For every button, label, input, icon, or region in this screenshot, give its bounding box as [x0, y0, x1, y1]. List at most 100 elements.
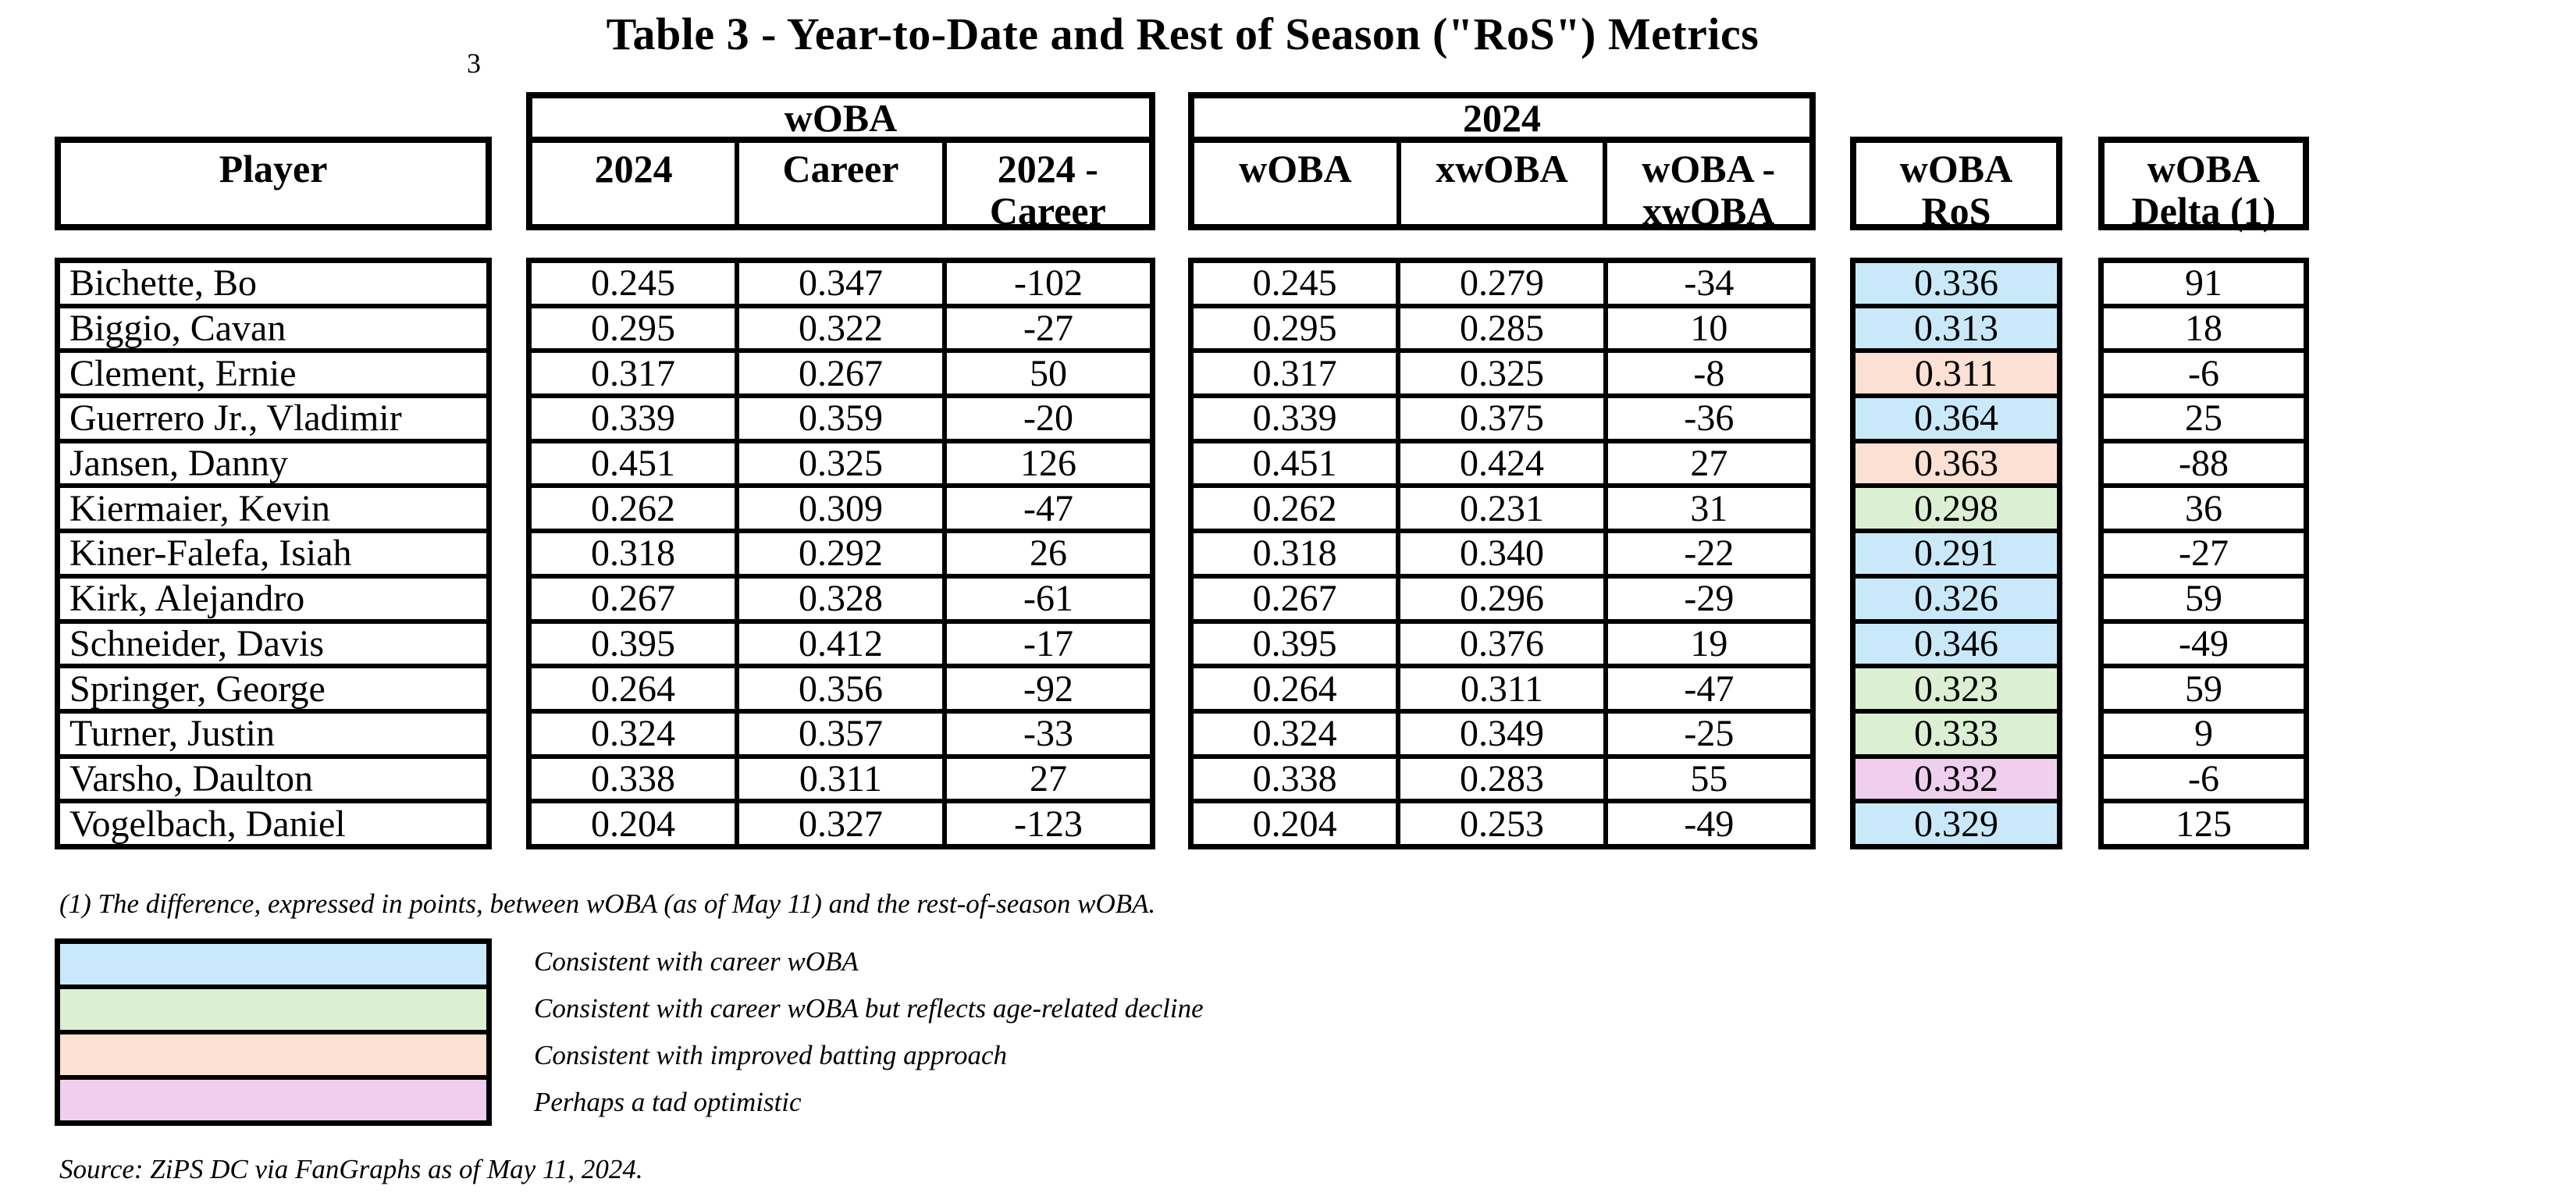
- woba-delta-cell: -6: [2188, 757, 2219, 799]
- woba-minus-xwoba-cell: 31: [1603, 488, 1810, 529]
- table-row: Varsho, Daulton: [60, 753, 486, 799]
- woba-career-cell: 0.356: [735, 668, 942, 710]
- table-row: 0.324 0.357 -33: [532, 708, 1150, 754]
- table-row: 0.264 0.311 -47: [1194, 664, 1810, 710]
- column-header-2024-woba-minus-xwoba: wOBA - xwOBA: [1603, 143, 1809, 232]
- woba-minus-xwoba-cell: -29: [1603, 578, 1810, 619]
- source-note: Source: ZiPS DC via FanGraphs as of May …: [59, 1154, 643, 1184]
- woba-2024-minus-career-cell: -61: [942, 578, 1150, 619]
- table-row: 0.313: [1856, 303, 2057, 349]
- woba-2024-cell: 0.264: [591, 668, 675, 710]
- table-row: 0.295 0.285 10: [1194, 303, 1810, 349]
- player-cell: Kiner-Falefa, Isiah: [69, 532, 352, 575]
- woba-career-cell: 0.322: [735, 308, 942, 349]
- woba-delta-cell: -6: [2188, 352, 2219, 394]
- group-header-woba: wOBA: [526, 92, 1155, 140]
- woba-minus-xwoba-cell: -34: [1603, 262, 1810, 304]
- table-row: 0.451 0.325 126: [532, 438, 1150, 485]
- table-row: 0.338 0.283 55: [1194, 753, 1810, 799]
- woba-2024-minus-career-cell: -33: [942, 713, 1150, 754]
- woba-2024-minus-career-cell: -27: [942, 308, 1150, 349]
- woba-ros-cell: 0.364: [1856, 397, 2057, 439]
- cur-woba-cell: 0.451: [1252, 443, 1337, 485]
- legend-swatches: [55, 938, 492, 1126]
- woba-delta-cell: -88: [2179, 443, 2229, 485]
- woba-ros-cell: 0.313: [1856, 308, 2057, 349]
- woba-career-cell: 0.328: [735, 578, 942, 619]
- woba-ros-cell: 0.336: [1856, 262, 2057, 304]
- cur-woba-cell: 0.267: [1252, 578, 1337, 620]
- table-row: Kirk, Alejandro: [60, 573, 486, 619]
- table-row: 0.326: [1856, 573, 2057, 619]
- woba-ros-cell: 0.333: [1856, 713, 2057, 754]
- legend-label: Consistent with career wOBA: [534, 946, 859, 977]
- woba-career-cell: 0.359: [735, 397, 942, 439]
- woba-minus-xwoba-cell: -47: [1603, 668, 1810, 710]
- table-row: 125: [2104, 799, 2304, 845]
- legend-swatch-blue: [60, 944, 486, 985]
- woba-2024-cell: 0.245: [591, 262, 675, 304]
- table-row: Jansen, Danny: [60, 438, 486, 484]
- column-header-woba-delta: wOBA Delta (1): [2131, 147, 2276, 233]
- table-row: Kiermaier, Kevin: [60, 483, 486, 529]
- table-row: 0.245 0.347 -102: [532, 262, 1150, 304]
- table-row: 0.332: [1856, 753, 2057, 799]
- table-row: 0.338 0.311 27: [532, 753, 1150, 799]
- body-2024-group: 0.245 0.279 -34 0.295 0.285 10 0.317 0.325 -8 0.3…: [1188, 258, 1816, 849]
- woba-2024-cell: 0.204: [591, 803, 675, 845]
- woba-2024-minus-career-cell: -47: [942, 488, 1150, 529]
- table-row: 0.318 0.292 26: [532, 529, 1150, 574]
- cur-woba-cell: 0.262: [1252, 487, 1337, 529]
- legend-swatch-peach: [60, 1030, 486, 1075]
- table-row: 0.262 0.231 31: [1194, 483, 1810, 529]
- table-row: 0.395 0.376 19: [1194, 618, 1810, 664]
- cur-woba-cell: 0.245: [1252, 262, 1337, 304]
- table-row: Turner, Justin: [60, 708, 486, 754]
- body-woba-group: 0.245 0.347 -102 0.295 0.322 -27 0.317 0.267 50 0…: [526, 258, 1155, 849]
- table-row: Biggio, Cavan: [60, 303, 486, 349]
- table-row: Springer, George: [60, 664, 486, 710]
- cur-xwoba-cell: 0.283: [1396, 758, 1603, 799]
- woba-delta-cell: 125: [2176, 803, 2232, 845]
- table-row: 59: [2104, 664, 2304, 710]
- woba-ros-cell: 0.323: [1856, 668, 2057, 710]
- cur-xwoba-cell: 0.325: [1396, 353, 1603, 394]
- woba-delta-cell: -27: [2179, 532, 2229, 575]
- woba-2024-cell: 0.338: [591, 757, 675, 799]
- player-cell: Guerrero Jr., Vladimir: [69, 397, 402, 440]
- woba-2024-cell: 0.339: [591, 397, 675, 440]
- table-row: 0.204 0.253 -49: [1194, 799, 1810, 845]
- cur-woba-cell: 0.204: [1252, 803, 1337, 845]
- woba-2024-cell: 0.262: [591, 487, 675, 529]
- woba-2024-minus-career-cell: -123: [942, 803, 1150, 845]
- table-row: 0.363: [1856, 438, 2057, 484]
- cur-woba-cell: 0.339: [1252, 397, 1337, 440]
- cur-xwoba-cell: 0.340: [1396, 532, 1603, 574]
- table-row: -6: [2104, 348, 2304, 394]
- cur-xwoba-cell: 0.349: [1396, 713, 1603, 754]
- woba-2024-minus-career-cell: -17: [942, 623, 1150, 664]
- table-row: 0.346: [1856, 618, 2057, 664]
- woba-career-cell: 0.267: [735, 353, 942, 394]
- column-header-woba-2024: 2024: [594, 147, 673, 191]
- cur-woba-cell: 0.324: [1252, 713, 1337, 755]
- woba-career-cell: 0.325: [735, 443, 942, 484]
- stray-mark: 3: [467, 48, 481, 79]
- table-row: 0.336: [1856, 262, 2057, 304]
- table-row: -88: [2104, 438, 2304, 485]
- legend-swatch-pink: [60, 1075, 486, 1120]
- table-row: 0.339 0.359 -20: [532, 393, 1150, 439]
- woba-minus-xwoba-cell: -25: [1603, 713, 1810, 754]
- cur-xwoba-cell: 0.296: [1396, 578, 1603, 619]
- table-row: 0.267 0.296 -29: [1194, 573, 1810, 620]
- woba-minus-xwoba-cell: -49: [1603, 803, 1810, 845]
- table-row: 0.395 0.412 -17: [532, 618, 1150, 664]
- table-row: 0.333: [1856, 708, 2057, 754]
- table-row: 0.267 0.328 -61: [532, 573, 1150, 619]
- table-row: 0.291: [1856, 529, 2057, 574]
- group-header-woba-label: wOBA: [784, 95, 898, 140]
- woba-2024-cell: 0.451: [591, 443, 675, 485]
- cur-xwoba-cell: 0.311: [1396, 668, 1603, 710]
- table-row: 0.324 0.349 -25: [1194, 708, 1810, 755]
- table-row: 59: [2104, 573, 2304, 619]
